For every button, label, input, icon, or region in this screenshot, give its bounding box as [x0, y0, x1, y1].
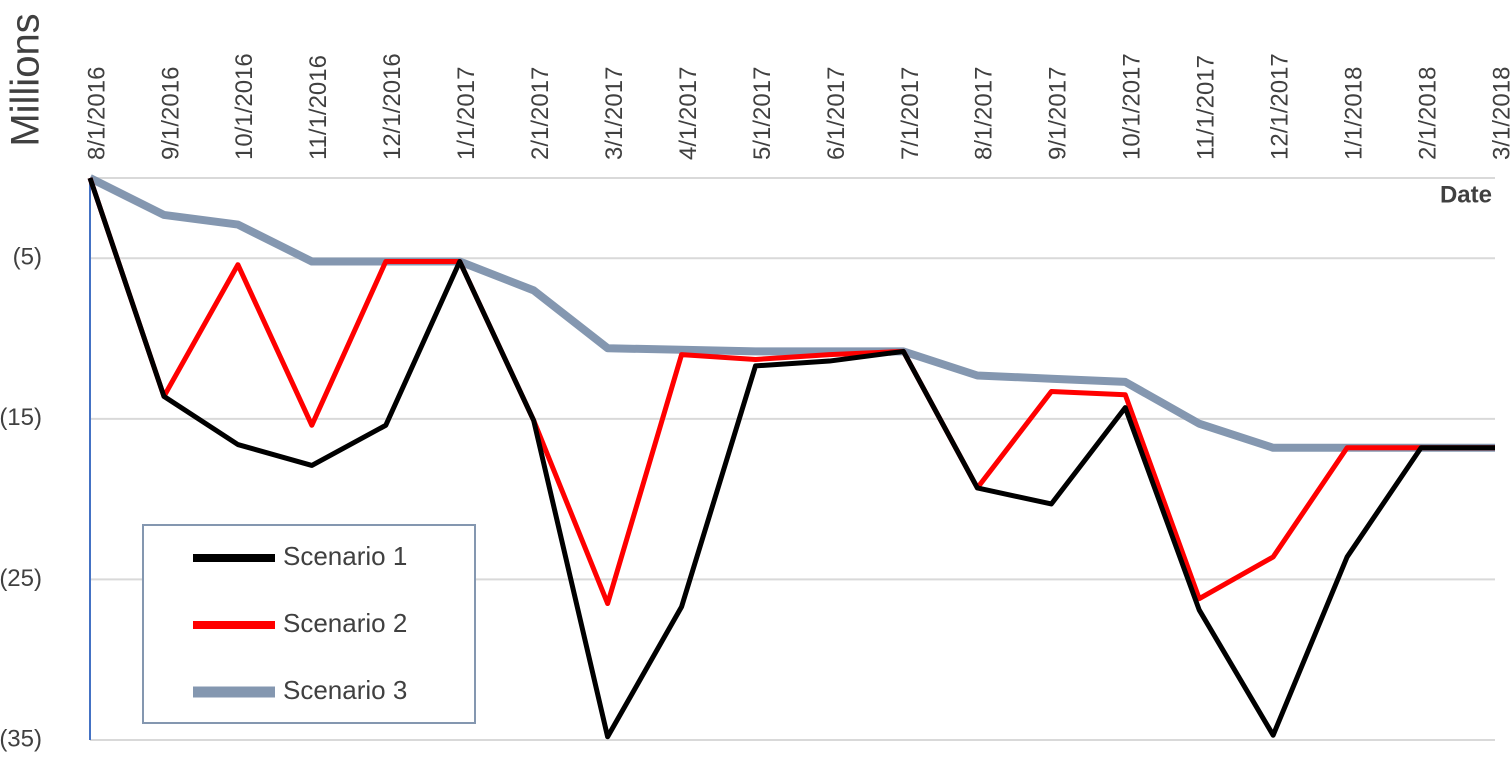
x-tick-label: 2/1/2018 — [1414, 67, 1441, 160]
x-tick-label: 11/1/2016 — [305, 55, 332, 160]
x-tick-label: 11/1/2017 — [1193, 55, 1220, 160]
x-tick-label: 7/1/2017 — [897, 67, 924, 160]
y-tick-label: (5) — [13, 244, 42, 271]
x-axis-label: Date — [1440, 181, 1492, 208]
series-line — [87, 177, 1495, 740]
x-tick-label: 12/1/2016 — [379, 53, 406, 160]
x-tick-label: 5/1/2017 — [749, 67, 776, 160]
legend-label: Scenario 3 — [283, 675, 407, 705]
x-tick-label: 1/1/2017 — [453, 67, 480, 160]
x-tick-label: 12/1/2017 — [1267, 53, 1294, 160]
x-tick-label: 9/1/2017 — [1045, 67, 1072, 160]
x-tick-label: 10/1/2016 — [231, 53, 258, 160]
y-tick-label: (25) — [0, 565, 42, 592]
series-line — [88, 174, 1495, 452]
x-tick-label: 2/1/2017 — [527, 67, 554, 160]
y-axis-label: Millions — [4, 13, 48, 146]
legend-label: Scenario 1 — [283, 541, 407, 571]
x-tick-label: 8/1/2017 — [971, 67, 998, 160]
series-line — [87, 177, 1495, 607]
y-tick-label: (35) — [0, 725, 42, 752]
x-tick-label: 9/1/2016 — [157, 67, 184, 160]
legend-label: Scenario 2 — [283, 608, 407, 638]
y-tick-label: (15) — [0, 404, 42, 431]
x-tick-label: 4/1/2017 — [675, 67, 702, 160]
x-tick-label: 3/1/2018 — [1488, 67, 1511, 160]
x-tick-label: 6/1/2017 — [823, 67, 850, 160]
x-tick-label: 8/1/2016 — [83, 67, 110, 160]
x-tick-label: 10/1/2017 — [1119, 53, 1146, 160]
x-tick-label: 1/1/2018 — [1340, 67, 1367, 160]
x-tick-label: 3/1/2017 — [601, 67, 628, 160]
